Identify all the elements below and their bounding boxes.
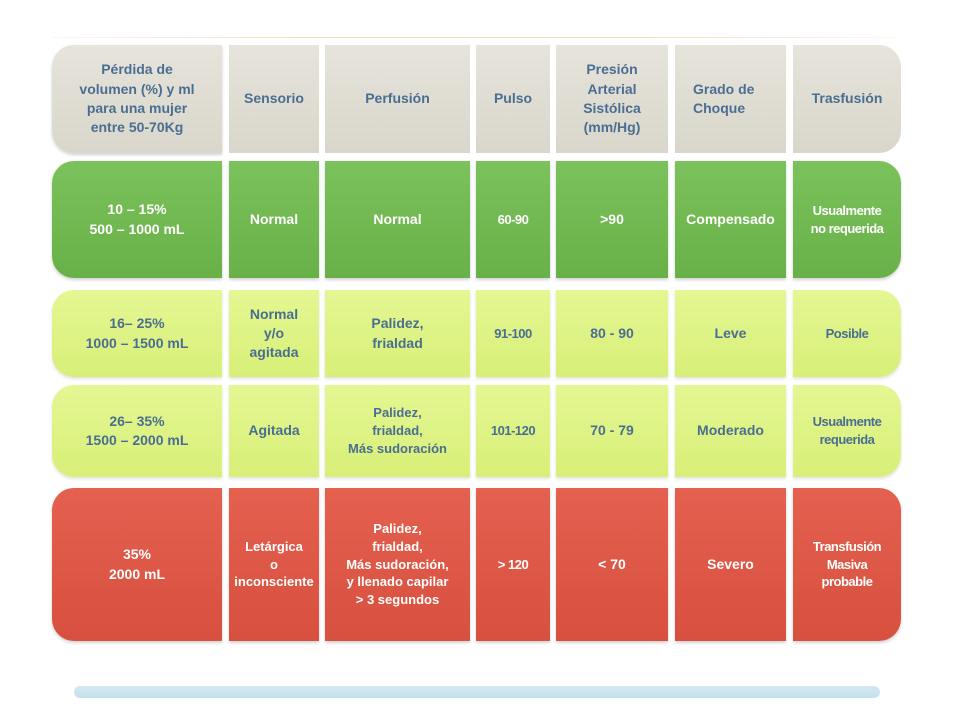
row-4-sensorio-line: o [270, 556, 278, 572]
row-3-presion-text: 70 - 79 [590, 422, 634, 439]
row-1-sensorio: Normal [229, 161, 319, 278]
row-1-perfusion-line: Normal [373, 210, 422, 227]
header-grado-line: Grado de [693, 80, 755, 97]
row-4-pulso: > 120 [476, 488, 550, 641]
row-3-volume: 26– 35% 1500 – 2000 mL [52, 385, 222, 477]
row-3-trasfusion-line: requerida [819, 432, 875, 447]
row-3-pulso-text: 101-120 [490, 423, 536, 439]
header-volume-line: Pérdida de [101, 61, 173, 78]
row-4-volume: 35% 2000 mL [52, 488, 222, 641]
row-4-perfusion-line: frialdad, [372, 538, 423, 554]
row-1-pulso-text: 60-90 [497, 211, 529, 227]
row-3-perfusion-line: Más sudoración [348, 440, 447, 456]
header-presion-line: Arterial [587, 80, 637, 97]
row-2-perfusion-line: Palidez, [371, 315, 424, 332]
row-4-trasfusion-line: probable [821, 574, 873, 590]
row-2-volume: 16– 25% 1000 – 1500 mL [52, 290, 222, 377]
row-2-sensorio: Normal y/o agitada [229, 290, 319, 377]
row-1-trasfusion-line: Usualmente [812, 202, 882, 218]
row-1-perfusion: Normal [325, 161, 470, 278]
row-1-grado-text: Compensado [686, 210, 775, 227]
row-4-trasfusion-line: Masiva [826, 556, 868, 572]
row-1-grado: Compensado [675, 161, 786, 278]
header-volume-line: entre 50-70Kg [90, 119, 184, 136]
row-4-perfusion-line: Más sudoración, [346, 556, 449, 572]
header-perfusion: Perfusión [325, 45, 470, 153]
row-1-presion: >90 [556, 161, 668, 278]
row-4-volume-line: 35% [122, 546, 152, 563]
header-trasfusion: Trasfusión [793, 45, 901, 153]
row-2-sensorio-line: Normal [249, 305, 299, 322]
header-volume: Pérdida de volumen (%) y ml para una mujer… [52, 45, 222, 153]
row-4-sensorio: Letárgica o inconsciente [229, 488, 319, 641]
header-volume-line: para una mujer [86, 100, 188, 116]
row-4-grado: Severo [675, 488, 786, 641]
row-2-presion: 80 - 90 [556, 290, 668, 377]
row-4-perfusion-line: y llenado capilar [346, 574, 449, 590]
row-4-trasfusion: Transfusión Masiva probable [793, 488, 901, 641]
header-trasfusion-text: Trasfusión [811, 90, 883, 107]
row-2-trasfusion-line: Posible [825, 325, 869, 341]
row-4-trasfusion-line: Transfusión [812, 538, 882, 554]
bottom-decorative-bar [74, 686, 880, 698]
row-2-sensorio-line: y/o [263, 324, 285, 341]
header-presion: Presión Arterial Sistólica (mm/Hg) [556, 45, 668, 153]
row-2-sensorio-line: agitada [249, 344, 299, 361]
row-1-sensorio-line: Normal [249, 210, 299, 227]
row-3-sensorio: Agitada [229, 385, 319, 477]
row-2-pulso: 91-100 [476, 290, 550, 377]
row-4-sensorio-line: inconsciente [234, 574, 314, 590]
header-perfusion-text: Perfusión [365, 90, 430, 107]
row-3-perfusion: Palidez, frialdad, Más sudoración [325, 385, 470, 477]
row-2-trasfusion: Posible [793, 290, 901, 377]
row-1-presion-text: >90 [600, 210, 624, 227]
header-volume-line: volumen (%) y ml [79, 80, 195, 97]
header-sensorio-text: Sensorio [244, 90, 304, 107]
row-3-perfusion-line: Palidez, [373, 405, 422, 421]
row-3-grado-text: Moderado [697, 422, 764, 439]
row-4-grado-text: Severo [707, 555, 754, 572]
header-grado-line: Choque [693, 100, 746, 116]
row-4-volume-line: 2000 mL [108, 565, 166, 582]
row-2-perfusion-line: frialdad [372, 334, 423, 351]
row-2-perfusion: Palidez, frialdad [325, 290, 470, 377]
row-2-volume-line: 16– 25% [109, 315, 165, 332]
row-3-grado: Moderado [675, 385, 786, 477]
row-2-volume-line: 1000 – 1500 mL [85, 334, 189, 351]
row-3-trasfusion: Usualmente requerida [793, 385, 901, 477]
row-3-presion: 70 - 79 [556, 385, 668, 477]
row-1-trasfusion: Usualmente no requerida [793, 161, 901, 278]
row-4-perfusion-line: Palidez, [373, 520, 422, 536]
header-presion-line: Sistólica [583, 100, 641, 116]
top-divider-line [52, 37, 898, 38]
row-3-volume-line: 26– 35% [109, 412, 165, 429]
row-4-sensorio-line: Letárgica [245, 538, 303, 554]
header-sensorio: Sensorio [229, 45, 319, 153]
row-2-pulso-text: 91-100 [494, 325, 532, 341]
row-2-grado-text: Leve [714, 324, 747, 341]
row-3-trasfusion-line: Usualmente [812, 414, 882, 430]
row-1-volume: 10 – 15% 500 – 1000 mL [52, 161, 222, 278]
row-3-volume-line: 1500 – 2000 mL [85, 432, 189, 448]
row-1-volume-line: 500 – 1000 mL [89, 220, 185, 237]
row-4-pulso-text: > 120 [497, 556, 529, 572]
row-3-pulso: 101-120 [476, 385, 550, 477]
row-2-grado: Leve [675, 290, 786, 377]
row-1-trasfusion-line: no requerida [810, 220, 884, 236]
row-2-presion-text: 80 - 90 [590, 324, 634, 341]
row-4-perfusion-line: > 3 segundos [355, 592, 440, 608]
row-1-volume-line: 10 – 15% [107, 201, 167, 218]
row-1-pulso: 60-90 [476, 161, 550, 278]
header-pulso-text: Pulso [493, 90, 533, 107]
row-3-perfusion-line: frialdad, [372, 423, 423, 439]
header-grado: Grado de Choque [675, 45, 786, 153]
row-4-presion-text: < 70 [598, 555, 626, 572]
row-4-perfusion: Palidez, frialdad, Más sudoración, y llenad… [325, 488, 470, 641]
header-presion-line: Presión [586, 61, 638, 78]
header-pulso: Pulso [476, 45, 550, 153]
row-3-sensorio-line: Agitada [248, 422, 300, 439]
header-presion-line: (mm/Hg) [583, 119, 641, 136]
row-4-presion: < 70 [556, 488, 668, 641]
